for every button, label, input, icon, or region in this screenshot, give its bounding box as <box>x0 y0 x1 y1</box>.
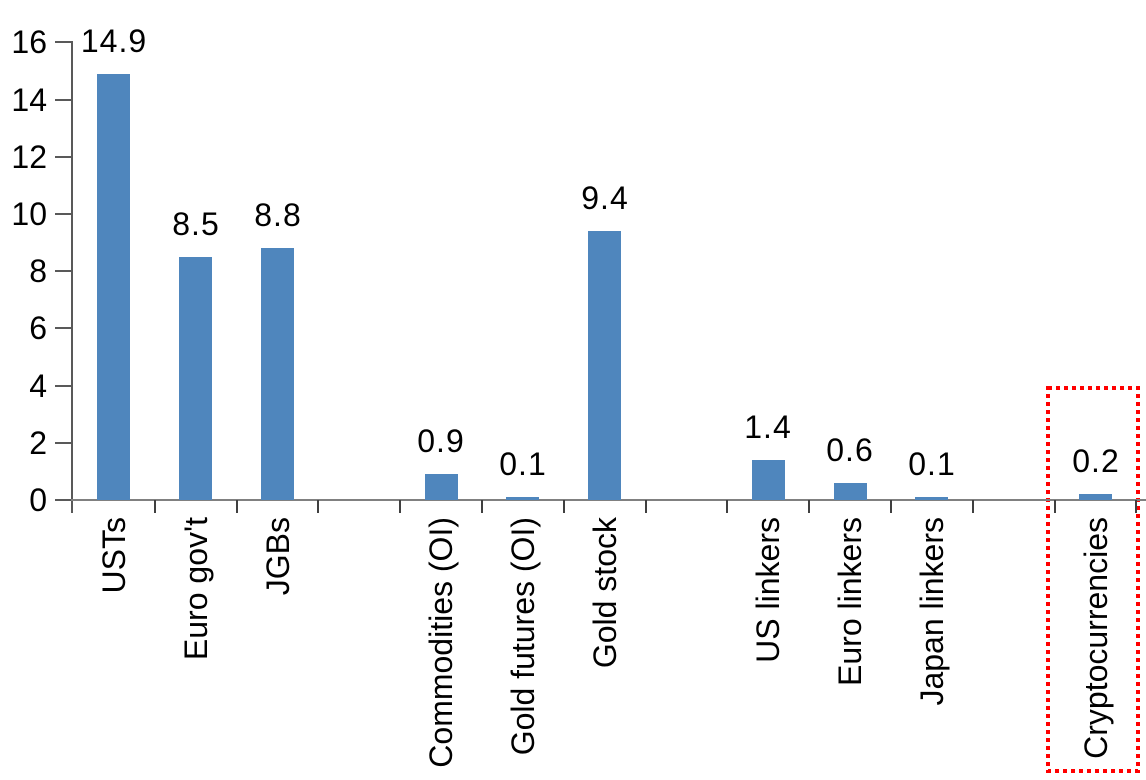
category-label-text: Gold futures (OI) <box>505 517 541 756</box>
bar-value-label: 0.9 <box>417 423 465 459</box>
highlight-box-rect <box>1046 386 1140 773</box>
category-label-gold-futures-oi: Gold futures (OI) <box>502 517 544 777</box>
category-label-jgbs: JGBs <box>257 517 299 777</box>
category-label-text: Euro linkers <box>832 517 868 686</box>
x-axis-tick <box>399 500 401 513</box>
category-label-text: Cryptocurrencies <box>1078 517 1114 759</box>
x-axis-tick <box>236 500 238 513</box>
x-axis-tick <box>563 500 565 513</box>
y-axis-tick-label: 10 <box>11 196 47 232</box>
category-label-euro-linkers: Euro linkers <box>829 517 871 777</box>
x-axis-tick <box>808 500 810 513</box>
bar-us-linkers <box>752 460 785 500</box>
y-axis-tick <box>55 499 73 501</box>
x-axis-tick <box>1135 500 1137 513</box>
y-axis-tick <box>55 327 73 329</box>
highlight-box <box>1046 386 1140 773</box>
category-label-cryptocurrencies: Cryptocurrencies <box>1075 517 1117 777</box>
bar-value-label: 9.4 <box>581 180 629 216</box>
y-axis-tick-label: 8 <box>29 253 47 289</box>
bar-value-label: 14.9 <box>80 23 148 59</box>
x-axis-tick <box>1054 500 1056 513</box>
bar-value-label: 8.8 <box>254 197 302 233</box>
bar-value-label: 1.4 <box>744 409 792 445</box>
y-axis-tick <box>55 41 73 43</box>
y-axis-tick <box>55 213 73 215</box>
category-label-gold-stock: Gold stock <box>584 517 626 777</box>
category-label-japan-linkers: Japan linkers <box>911 517 953 777</box>
bar-cryptocurrencies <box>1079 494 1112 500</box>
category-label-euro-gov-t: Euro gov't <box>175 517 217 777</box>
bar-value-label: 8.5 <box>172 206 220 242</box>
y-axis-tick-label: 6 <box>29 310 47 346</box>
x-axis-tick <box>645 500 647 513</box>
y-axis-tick-label: 4 <box>29 368 47 404</box>
bar-value-label: 0.2 <box>1072 443 1120 479</box>
bar-euro-linkers <box>834 483 867 500</box>
bar-japan-linkers <box>915 497 948 500</box>
bar-commodities-oi <box>425 474 458 500</box>
category-label-text: US linkers <box>750 517 786 663</box>
y-axis-tick <box>55 270 73 272</box>
bar-value-label: 0.1 <box>499 446 547 482</box>
category-label-text: USTs <box>96 517 132 594</box>
y-axis-tick <box>55 442 73 444</box>
bar-jgbs <box>261 248 294 500</box>
category-label-usts: USTs <box>93 517 135 777</box>
bar-gold-stock <box>588 231 621 500</box>
x-axis-tick <box>317 500 319 513</box>
y-axis-tick-label: 2 <box>29 425 47 461</box>
bar-value-label: 0.1 <box>908 446 956 482</box>
bar-euro-gov-t <box>179 257 212 500</box>
x-axis-tick <box>890 500 892 513</box>
x-axis-tick <box>726 500 728 513</box>
category-label-text: Commodities (OI) <box>423 517 459 768</box>
category-label-text: Gold stock <box>587 517 623 669</box>
bar-value-label: 0.6 <box>826 432 874 468</box>
bar-gold-futures-oi <box>506 497 539 500</box>
x-axis-tick <box>972 500 974 513</box>
y-axis-tick <box>55 385 73 387</box>
y-axis-tick-label: 16 <box>11 24 47 60</box>
x-axis-tick <box>154 500 156 513</box>
x-axis-tick <box>481 500 483 513</box>
y-axis-tick-label: 14 <box>11 82 47 118</box>
category-label-text: Euro gov't <box>178 517 214 661</box>
y-axis-tick <box>55 99 73 101</box>
y-axis-tick <box>55 156 73 158</box>
category-label-commodities-oi: Commodities (OI) <box>420 517 462 777</box>
y-axis-line <box>71 42 73 513</box>
category-label-text: JGBs <box>260 517 296 596</box>
category-label-text: Japan linkers <box>914 517 950 706</box>
x-axis-line <box>71 499 1146 501</box>
y-axis-tick-label: 0 <box>29 482 47 518</box>
bar-usts <box>97 74 130 500</box>
category-label-us-linkers: US linkers <box>747 517 789 777</box>
y-axis-tick-label: 12 <box>11 139 47 175</box>
